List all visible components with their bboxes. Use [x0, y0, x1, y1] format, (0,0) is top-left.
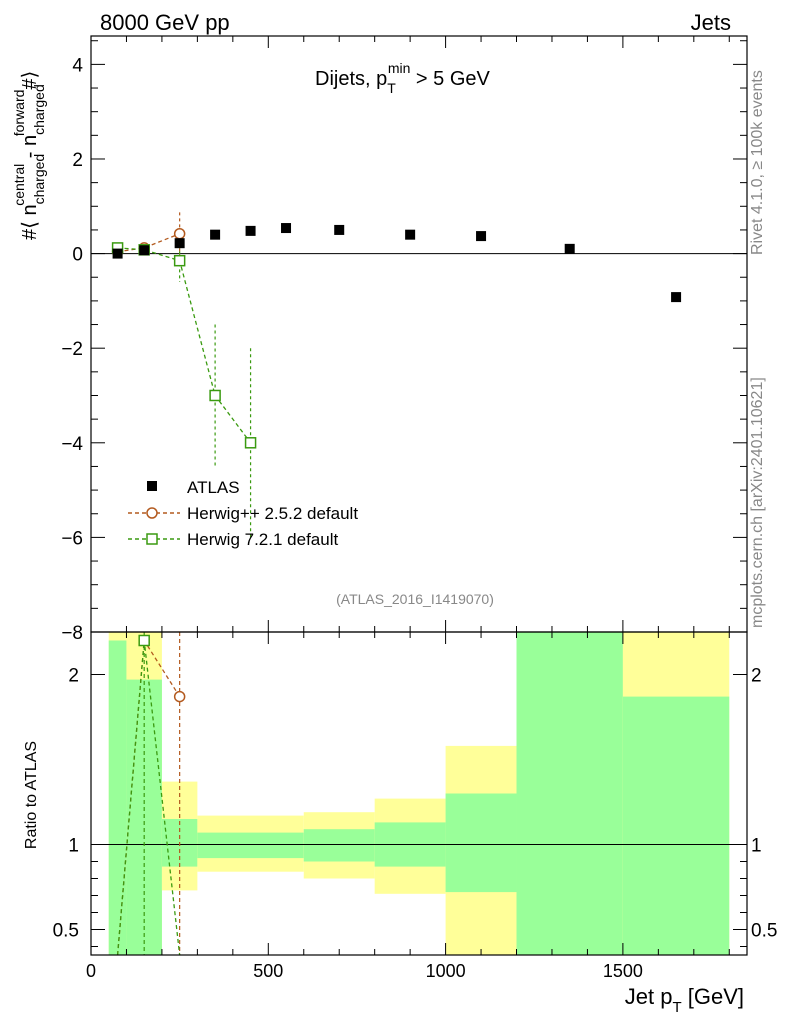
- band-green-6: [445, 793, 517, 893]
- plot-title: Dijets, pTmin > 5 GeV: [315, 60, 491, 96]
- atlas-point-0: [112, 248, 123, 259]
- herwig7-line: [117, 247, 252, 444]
- xtick-label-0: 0: [86, 961, 96, 981]
- upper-ytick-label-1: 2: [72, 150, 83, 171]
- xtick-label-1: 500: [253, 961, 283, 981]
- upper-ytick-label-6: −8: [61, 623, 83, 644]
- upper-ytick-label-0: 4: [72, 55, 83, 76]
- ratio-plot: [91, 632, 747, 956]
- ratio-ytick-label-right-1: 1: [751, 836, 762, 857]
- atlas-point-5: [281, 223, 292, 234]
- header-right: Jets: [691, 10, 731, 35]
- atlas-point-3: [210, 229, 221, 240]
- atlas-point-4: [245, 225, 256, 236]
- herwigpp-point-2: [173, 227, 186, 240]
- legend-herwig7-marker: [146, 533, 158, 545]
- herwig7-point-4: [244, 437, 257, 449]
- header-left: 8000 GeV pp: [100, 10, 230, 35]
- band-green-8: [622, 696, 730, 955]
- atlas-point-6: [334, 224, 345, 235]
- ratio-bands: [108, 632, 730, 955]
- title-main: Dijets, p: [315, 68, 387, 90]
- atlas-point-8: [476, 231, 487, 242]
- atlas-point-7: [405, 229, 416, 240]
- xlabel: Jet pT [GeV]: [625, 984, 744, 1016]
- herwigpp-ratio-point-2: [173, 690, 186, 703]
- herwig7-ratio-point-1: [138, 634, 150, 647]
- legend: ATLAS Herwig++ 2.5.2 default Herwig 7.2.…: [128, 478, 358, 549]
- ratio-frame: [90, 631, 748, 956]
- atlas-point-9: [564, 243, 575, 254]
- ratio-ytick-label-left-2: 0.5: [53, 921, 79, 942]
- title-tail: > 5 GeV: [410, 68, 490, 90]
- ratio-ylabel: Ratio to ATLAS: [23, 741, 40, 849]
- band-green-4: [303, 829, 375, 862]
- ratio-ytick-label-left-0: 2: [68, 666, 79, 687]
- title-sup: min: [388, 60, 411, 76]
- upper-ylabel: #⟨ nchargedcentral - nchargedforward#⟩: [11, 71, 47, 240]
- atlas-point-1: [139, 245, 150, 256]
- xtick-label-2: 1000: [426, 961, 466, 981]
- legend-herwig7-label: Herwig 7.2.1 default: [187, 530, 338, 549]
- title-sub: T: [387, 80, 396, 96]
- ratio-ytick-label-right-2: 0.5: [751, 921, 777, 942]
- band-green-7: [516, 632, 623, 955]
- legend-atlas-marker: [147, 481, 157, 491]
- band-green-0: [108, 640, 127, 955]
- legend-herwigpp-marker: [146, 507, 158, 519]
- xtick-label-3: 1500: [603, 961, 643, 981]
- ratio-ytick-label-right-0: 2: [751, 666, 762, 687]
- band-green-3: [197, 832, 304, 859]
- upper-ytick-label-4: −4: [61, 434, 83, 455]
- legend-herwigpp-label: Herwig++ 2.5.2 default: [187, 504, 358, 523]
- mcplots-label: mcplots.cern.ch [arXiv:2401.10621]: [749, 377, 766, 628]
- atlas-point-10: [671, 292, 682, 303]
- herwig7-point-3: [209, 389, 221, 402]
- analysis-watermark: (ATLAS_2016_I1419070): [336, 591, 494, 607]
- atlas-point-2: [174, 238, 185, 249]
- upper-plot: [91, 212, 747, 538]
- herwigpp-line: [117, 233, 180, 253]
- rivet-label: Rivet 4.1.0, ≥ 100k events: [749, 70, 766, 255]
- upper-ytick-label-5: −6: [61, 528, 83, 549]
- axes: 0 500 1000 1500 4 2 0 −2 −4 −6 −8 2 2 1 1 0.5 0.5: [53, 35, 777, 981]
- ratio-ytick-label-left-1: 1: [68, 836, 79, 857]
- legend-atlas-label: ATLAS: [187, 478, 240, 497]
- upper-ytick-label-2: 0: [72, 245, 83, 266]
- upper-ytick-label-3: −2: [61, 339, 83, 360]
- herwig7-point-2: [173, 254, 186, 267]
